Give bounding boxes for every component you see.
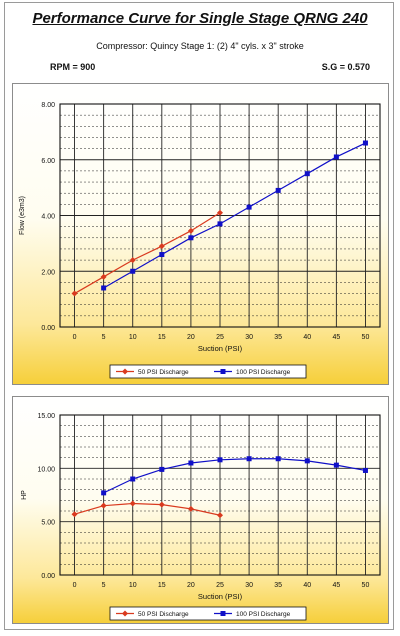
hp-chart-panel: 0.00 5.00 10.00 15.00 0 5 10 15 20 25 30 35 40 45 50 Su… [12,396,389,624]
data-point [130,476,136,482]
flow-chart: 0.00 2.00 4.00 6.00 8.00 0 5 10 15 20 25 30 35 40 45 50… [19,102,381,379]
x-tick-label: 40 [303,334,311,341]
plot-area [59,414,381,576]
data-point [71,290,78,297]
series-line [103,458,366,494]
x-tick-label: 20 [187,334,195,341]
x-tick-label: 50 [362,582,370,589]
series-line [74,212,221,295]
data-point [246,456,252,462]
data-point [217,209,223,216]
data-point [217,221,223,227]
x-tick-label: 45 [332,582,340,589]
x-tick-label: 15 [158,582,166,589]
flow-chart-panel: 0.00 2.00 4.00 6.00 8.00 0 5 10 15 20 25 30 35 40 45 50… [12,83,389,385]
x-tick-label: 10 [129,582,137,589]
y-tick-label: 8.00 [41,102,55,109]
y-tick-label: 15.00 [37,413,55,420]
data-point [187,505,194,512]
y-tick-label: 0.00 [41,325,55,332]
data-point [130,268,136,274]
y-axis-label: HP [21,490,28,500]
legend-marker [220,611,226,616]
data-point [188,460,194,466]
x-tick-label: 5 [102,582,106,589]
plot-area [59,103,381,328]
y-tick-label: 6.00 [41,158,55,165]
x-tick-label: 10 [129,334,137,341]
data-point [246,204,252,210]
y-tick-label: 10.00 [37,466,55,473]
legend-label: 100 PSI Discharge [236,611,291,618]
y-axis-label: Flow (e3m3) [19,196,26,235]
data-point [362,140,368,146]
x-axis-label: Suction (PSI) [198,344,243,353]
x-tick-label: 50 [362,334,370,341]
x-tick-label: 40 [303,582,311,589]
series-line [103,142,366,289]
legend-label: 50 PSI Discharge [138,611,189,618]
y-tick-label: 0.00 [41,573,55,580]
y-tick-label: 4.00 [41,214,55,221]
data-point [71,511,78,518]
x-tick-label: 30 [245,582,253,589]
legend-marker [122,610,128,617]
legend-box [109,606,307,621]
legend-label: 50 PSI Discharge [138,369,189,376]
x-tick-label: 45 [332,334,340,341]
x-tick-label: 35 [274,334,282,341]
legend-marker [220,369,226,374]
data-point [275,187,281,193]
data-point [129,257,136,264]
sg-label: S.G = 0.570 [321,62,370,72]
page-title: Performance Curve for Single Stage QRNG … [32,10,368,27]
data-point [158,501,165,508]
legend-marker [122,368,128,375]
data-point [159,252,165,258]
hp-chart: 0.00 5.00 10.00 15.00 0 5 10 15 20 25 30 35 40 45 50 Su… [21,413,381,621]
data-point [333,462,339,468]
data-point [275,456,281,462]
x-tick-label: 30 [245,334,253,341]
x-tick-label: 0 [73,582,77,589]
data-point [187,227,194,234]
data-point [304,171,310,177]
y-tick-label: 2.00 [41,269,55,276]
page-subtitle: Compressor: Quincy Stage 1: (2) 4" cyls.… [96,41,304,51]
data-point [217,457,223,463]
legend-box [109,364,307,379]
data-point [362,467,368,473]
data-point [304,458,310,464]
x-tick-label: 15 [158,334,166,341]
page-frame [4,2,394,630]
x-axis-label: Suction (PSI) [198,592,243,601]
data-point [188,235,194,241]
x-tick-label: 25 [216,334,224,341]
x-tick-label: 0 [73,334,77,341]
data-point [159,466,165,472]
data-point [101,285,107,291]
rpm-label: RPM = 900 [50,62,96,72]
data-point [333,154,339,160]
data-point [100,502,107,509]
data-point [101,490,107,496]
data-point [100,273,107,280]
x-tick-label: 25 [216,582,224,589]
data-point [158,243,165,250]
y-tick-label: 5.00 [41,520,55,527]
data-point [217,512,223,519]
legend-label: 100 PSI Discharge [236,369,291,376]
series-line [74,502,221,516]
x-tick-label: 35 [274,582,282,589]
data-point [129,500,136,507]
x-tick-label: 20 [187,582,195,589]
x-tick-label: 5 [102,334,106,341]
